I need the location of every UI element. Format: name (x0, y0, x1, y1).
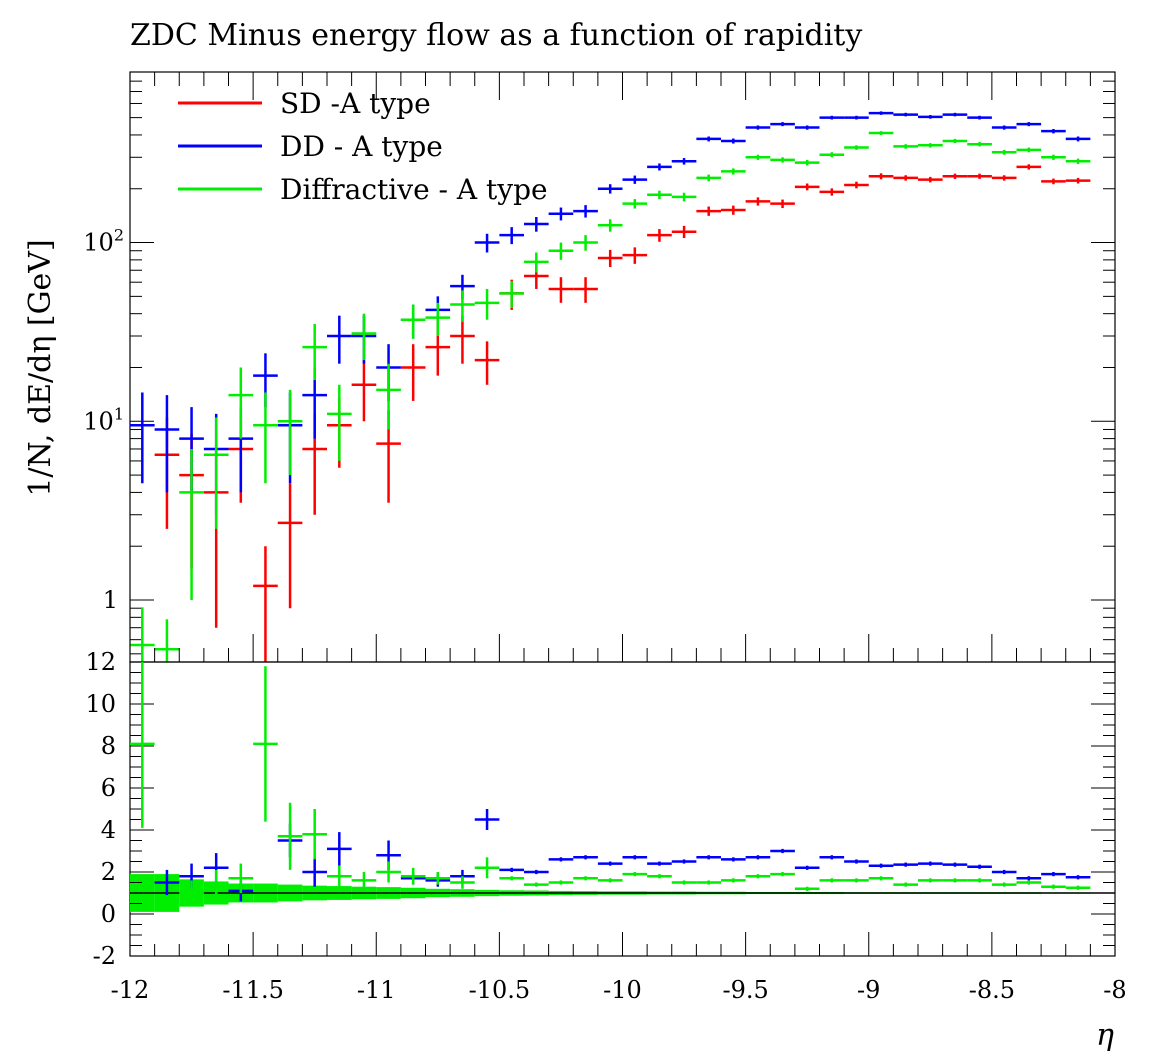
chart-title: ZDC Minus energy flow as a function of r… (130, 18, 862, 53)
x-tick-label: -11.5 (222, 976, 284, 1004)
legend-label-dd: DD - A type (280, 130, 443, 163)
ratio-panel: -2 0 2 4 6 8 10 12 (85, 648, 1116, 970)
ratio-y-tick-label: 8 (101, 732, 116, 760)
series-diffractive-ratio (130, 662, 1091, 906)
x-tick-label: -8 (1103, 976, 1126, 1004)
x-tick-label: -8.5 (969, 976, 1015, 1004)
ratio-y-tick-label: 2 (101, 858, 116, 886)
x-tick-label: -11 (357, 976, 396, 1004)
main-panel-frame (129, 71, 1116, 663)
ratio-y-tick-label: 12 (85, 648, 116, 676)
ratio-y-tick-label: 10 (85, 690, 116, 718)
ratio-y-tick-label: 4 (101, 816, 116, 844)
ratio-y-tick-label: 0 (101, 900, 116, 928)
ratio-panel-ticks: -2 0 2 4 6 8 10 12 (85, 648, 1115, 970)
legend-label-diffractive: Diffractive - A type (280, 173, 548, 206)
main-series-layer (130, 111, 1091, 662)
y-tick-label-exponent: 2 (114, 226, 124, 245)
series-sd-main (154, 164, 1091, 662)
x-tick-label: -12 (111, 976, 150, 1004)
ratio-series-layer (130, 662, 1091, 906)
x-axis-label: η (1096, 1018, 1114, 1053)
ratio-y-tick-label: -2 (93, 942, 116, 970)
legend-label-sd: SD -A type (280, 87, 431, 120)
y-tick-label-base: 10 (83, 407, 114, 435)
y-tick-label-exponent: 1 (114, 404, 124, 423)
legend: SD -A type DD - A type Diffractive - A typ… (178, 87, 548, 206)
ratio-y-tick-label: 6 (101, 774, 116, 802)
series-dd-main (130, 111, 1091, 515)
y-tick-label-base: 10 (83, 229, 114, 257)
series-diffractive-main (130, 131, 1091, 662)
x-tick-label: -10.5 (469, 976, 531, 1004)
x-tick-label: -10 (603, 976, 642, 1004)
ratio-panel-frame (129, 661, 1116, 957)
y-tick-label: 101 (83, 404, 124, 435)
x-tick-label: -9.5 (722, 976, 768, 1004)
y-axis-label: 1/N, dE/dη [GeV] (23, 239, 58, 496)
y-tick-label: 1 (103, 586, 118, 614)
y-tick-label: 102 (83, 226, 124, 257)
x-tick-label: -9 (857, 976, 880, 1004)
x-axis-ticks: -12 -11.5 -11 -10.5 -10 -9.5 -9 -8.5 -8 (111, 72, 1127, 1004)
